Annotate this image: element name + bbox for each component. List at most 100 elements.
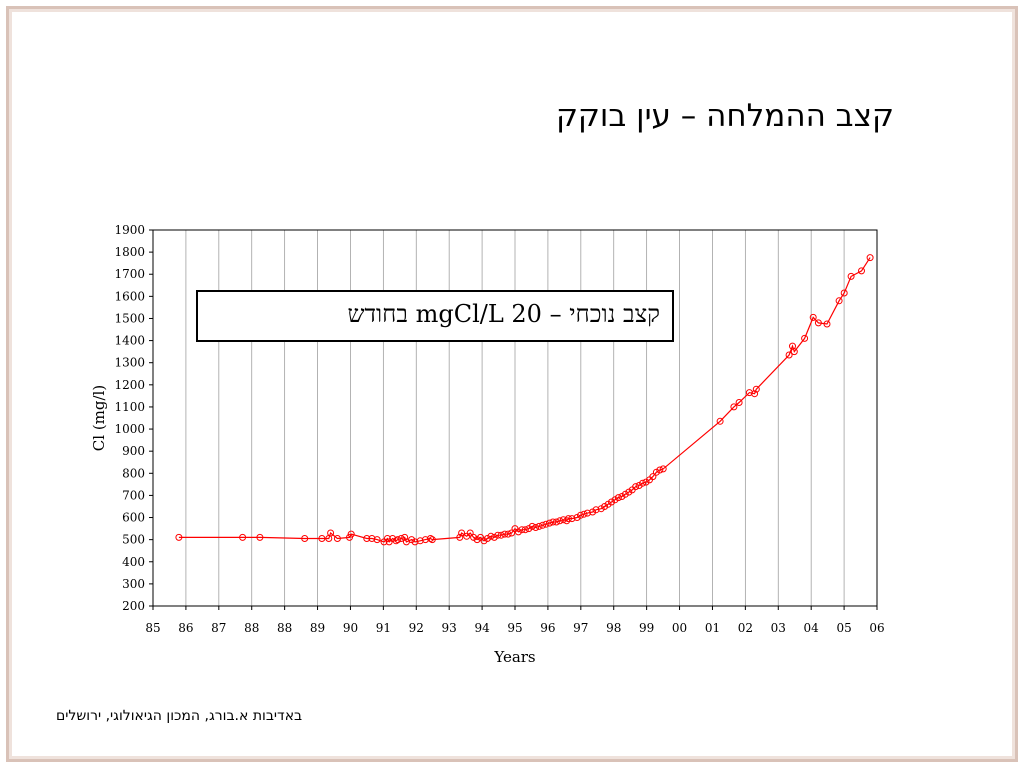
data-point xyxy=(809,313,817,321)
data-point xyxy=(847,272,855,280)
data-point xyxy=(745,389,753,397)
data-point xyxy=(735,399,743,406)
data-point xyxy=(656,466,664,474)
x-tick-label: 05 xyxy=(836,621,851,635)
x-tick-label: 00 xyxy=(672,621,687,635)
data-point xyxy=(327,529,335,537)
data-point xyxy=(840,289,848,297)
data-point xyxy=(592,506,600,514)
data-point xyxy=(256,533,264,541)
data-point xyxy=(397,535,405,542)
y-tick-label: 1200 xyxy=(114,378,145,392)
x-tick-label: 86 xyxy=(178,621,193,635)
x-tick-label: 06 xyxy=(869,621,884,635)
data-point xyxy=(518,526,526,534)
data-point xyxy=(866,254,874,262)
data-point xyxy=(532,524,540,531)
data-point xyxy=(504,530,512,538)
x-tick-label: 02 xyxy=(738,621,753,635)
data-point xyxy=(635,482,643,489)
data-point xyxy=(858,267,865,275)
x-tick-label: 98 xyxy=(606,621,621,635)
data-point xyxy=(487,532,495,540)
data-point xyxy=(730,403,738,411)
data-point xyxy=(614,494,622,502)
x-tick-label: 85 xyxy=(145,621,160,635)
data-point xyxy=(521,526,529,534)
x-tick-label: 04 xyxy=(804,621,820,635)
x-tick-label: 97 xyxy=(573,621,588,635)
x-tick-label: 90 xyxy=(343,621,358,635)
data-point xyxy=(601,503,609,510)
y-axis-title: Cl (mg/l) xyxy=(90,385,108,451)
y-tick-label: 600 xyxy=(122,511,145,525)
x-axis: 85 86 87 88 88 89 90 91 92 93 94 95 96 97 98 99 00 01 02 03… xyxy=(145,606,885,635)
x-tick-label: 96 xyxy=(540,621,555,635)
data-point xyxy=(577,511,584,519)
data-point xyxy=(494,531,502,539)
y-tick-label: 700 xyxy=(122,488,145,502)
data-point xyxy=(428,536,436,544)
y-axis: 200 300 400 500 600 700 800 900 1000 1100 1200 1300… xyxy=(114,223,153,613)
x-tick-label: 93 xyxy=(442,621,457,635)
data-point xyxy=(568,515,576,523)
data-point xyxy=(649,473,657,481)
data-point xyxy=(421,536,429,544)
data-point xyxy=(416,537,424,545)
rate-note-text: קצב נוכחי – 20 mgCl/L בחודש xyxy=(347,300,661,328)
data-point xyxy=(642,478,650,486)
y-tick-label: 1700 xyxy=(114,267,145,281)
y-tick-label: 1300 xyxy=(114,356,145,370)
data-point xyxy=(751,390,759,398)
y-tick-label: 1600 xyxy=(114,289,145,303)
data-point xyxy=(411,538,419,546)
data-point xyxy=(373,536,381,544)
y-tick-label: 1000 xyxy=(114,422,145,436)
data-point xyxy=(823,320,831,328)
y-tick-label: 1400 xyxy=(114,334,145,348)
data-point xyxy=(556,517,564,525)
data-point xyxy=(632,483,640,491)
data-point xyxy=(363,535,371,542)
x-tick-label: 87 xyxy=(211,621,226,635)
x-tick-label: 03 xyxy=(771,621,786,635)
data-point xyxy=(483,535,491,542)
data-point xyxy=(608,498,615,506)
x-tick-label: 91 xyxy=(376,621,391,635)
data-point xyxy=(785,351,793,359)
x-tick-label: 89 xyxy=(310,621,325,635)
data-point xyxy=(456,533,464,541)
data-point xyxy=(580,510,588,518)
data-point xyxy=(458,529,466,537)
data-point xyxy=(535,522,543,530)
y-tick-label: 1100 xyxy=(114,400,145,414)
x-tick-label: 88 xyxy=(244,621,259,635)
data-point xyxy=(368,535,376,542)
data-point xyxy=(389,535,397,542)
data-point xyxy=(552,518,560,526)
x-axis-title: Years xyxy=(493,648,535,666)
data-point xyxy=(383,535,391,542)
y-tick-label: 300 xyxy=(122,577,145,591)
data-point xyxy=(427,535,434,542)
y-tick-label: 1500 xyxy=(114,311,145,325)
data-point xyxy=(621,490,629,498)
data-point xyxy=(346,533,353,541)
data-point xyxy=(466,529,474,537)
data-point xyxy=(814,319,822,327)
y-tick-label: 500 xyxy=(122,533,145,547)
series-line xyxy=(178,257,871,543)
data-point xyxy=(546,519,553,527)
data-point xyxy=(801,334,809,342)
slide-title: קצב ההמלחה – עין בוקק xyxy=(555,98,894,134)
data-point xyxy=(752,385,760,393)
data-point xyxy=(318,535,326,542)
data-point xyxy=(175,533,183,541)
rate-note-box: קצב נוכחי – 20 mgCl/L בחודש xyxy=(196,290,674,342)
y-tick-label: 400 xyxy=(122,555,145,569)
data-point xyxy=(497,531,505,539)
data-point xyxy=(539,521,547,529)
grid-lines xyxy=(185,230,845,606)
data-point xyxy=(333,535,341,542)
